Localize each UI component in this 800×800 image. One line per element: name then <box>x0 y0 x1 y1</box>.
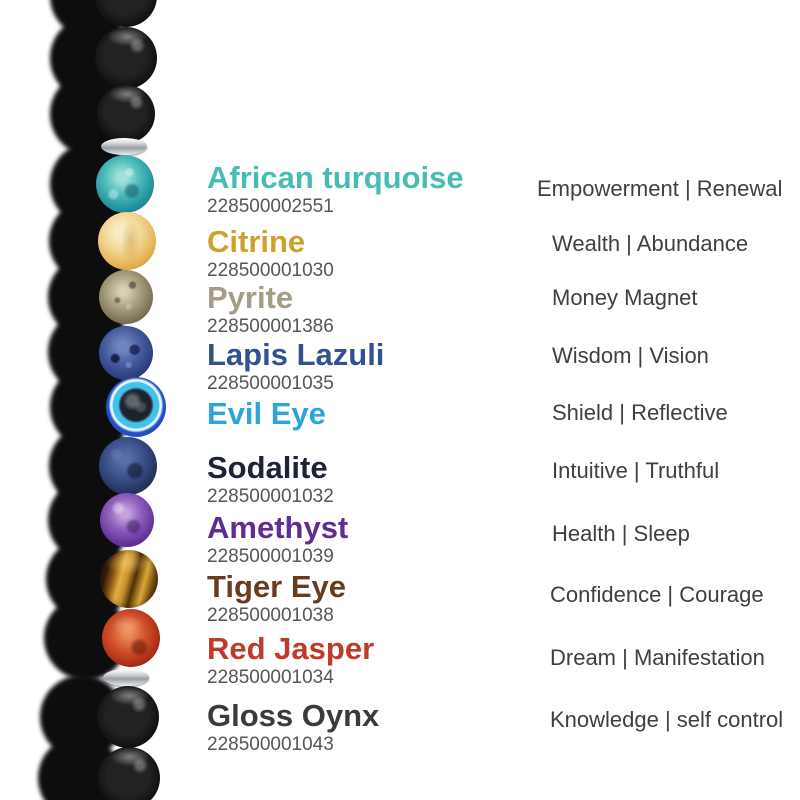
stone-name: Amethyst <box>207 510 349 545</box>
stone-meaning: Knowledge | self control <box>550 707 784 732</box>
stone-sku: 228500001043 <box>207 734 334 755</box>
bead-tiger-eye <box>100 550 158 608</box>
bead-black-onyx <box>95 27 157 89</box>
stone-row-red-jasper: Red Jasper 228500001034 <box>207 633 374 687</box>
stone-sku: 228500001030 <box>207 260 334 281</box>
stone-row-pyrite: Pyrite 228500001386 <box>207 282 334 336</box>
bead-citrine <box>98 212 156 270</box>
bead-red-jasper <box>102 609 160 667</box>
stone-sku: 228500001038 <box>207 605 334 626</box>
bead-silver-spacer <box>101 138 147 155</box>
stone-row-amethyst: Amethyst 228500001039 <box>207 512 348 566</box>
stone-meaning: Wealth | Abundance <box>552 231 749 256</box>
bead-black-onyx <box>98 747 160 800</box>
stone-name: Pyrite <box>207 280 294 315</box>
stone-name: Sodalite <box>207 450 328 485</box>
stone-name: African turquoise <box>207 160 464 195</box>
stone-name: Evil Eye <box>207 396 326 431</box>
bracelet-photo <box>0 0 190 800</box>
stone-row-gloss-oynx: Gloss Oynx 228500001043 <box>207 700 379 754</box>
stone-row-sodalite: Sodalite 228500001032 <box>207 452 334 506</box>
stone-name: Citrine <box>207 224 306 259</box>
bead-silver-spacer <box>103 669 149 686</box>
bead-black-onyx <box>97 686 159 748</box>
stone-name: Gloss Oynx <box>207 698 380 733</box>
stone-meaning: Wisdom | Vision <box>552 343 709 368</box>
stone-row-evil-eye: Evil Eye <box>207 398 326 429</box>
bead-pyrite <box>99 270 153 324</box>
stone-name: Lapis Lazuli <box>207 337 385 372</box>
stone-row-african-turquoise: African turquoise 228500002551 <box>207 162 464 216</box>
stone-meaning: Dream | Manifestation <box>550 645 765 670</box>
stone-sku: 228500001035 <box>207 373 334 394</box>
stone-row-tiger-eye: Tiger Eye 228500001038 <box>207 571 346 625</box>
stone-sku: 228500002551 <box>207 196 334 217</box>
bead-black-onyx <box>97 85 155 143</box>
stone-row-lapis-lazuli: Lapis Lazuli 228500001035 <box>207 339 384 393</box>
bead-amethyst <box>100 493 154 547</box>
bead-lapis-lazuli <box>99 326 153 380</box>
stone-sku: 228500001032 <box>207 486 334 507</box>
stone-meaning: Empowerment | Renewal <box>537 176 783 201</box>
stone-row-citrine: Citrine 228500001030 <box>207 226 334 280</box>
stone-meaning: Shield | Reflective <box>552 400 728 425</box>
stone-sku: 228500001039 <box>207 546 334 567</box>
bead-african-turquoise <box>96 155 154 213</box>
stone-meaning: Confidence | Courage <box>550 582 764 607</box>
bead-evil-eye <box>106 377 166 437</box>
stone-name: Tiger Eye <box>207 569 347 604</box>
stone-sku: 228500001386 <box>207 316 334 337</box>
stone-meaning: Money Magnet <box>552 285 698 310</box>
stone-sku: 228500001034 <box>207 667 334 688</box>
stone-meaning: Intuitive | Truthful <box>552 458 720 483</box>
stone-meaning: Health | Sleep <box>552 521 690 546</box>
bead-sodalite <box>99 437 157 495</box>
stone-name: Red Jasper <box>207 631 375 666</box>
